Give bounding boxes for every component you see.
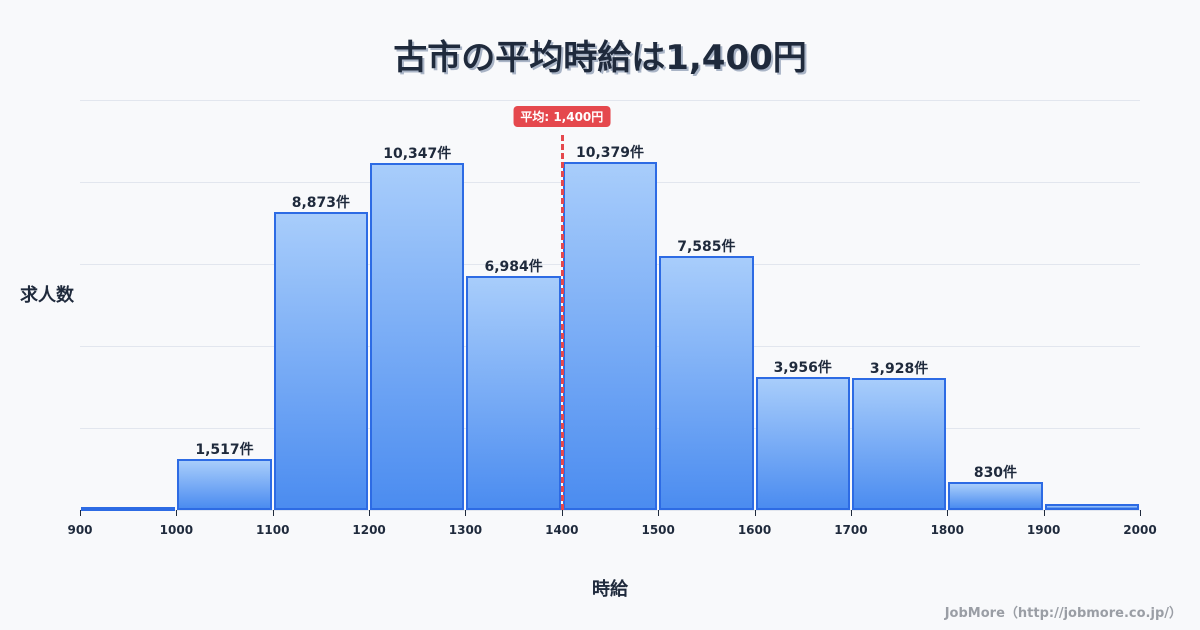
x-tick-label: 1500 [641, 523, 675, 537]
x-tick [465, 510, 467, 516]
x-tick-label: 1800 [930, 523, 964, 537]
x-tick [1043, 510, 1045, 516]
x-axis-label: 時給 [592, 579, 628, 600]
bar-value-label: 1,517件 [195, 442, 254, 459]
x-tick [369, 510, 371, 516]
gridline [80, 100, 1140, 101]
bar-value-label: 10,379件 [575, 144, 645, 161]
x-tick-label: 1200 [352, 523, 386, 537]
average-badge: 平均: 1,400円 [513, 106, 611, 127]
bar-value-label: 830件 [973, 465, 1018, 482]
x-tick [561, 510, 563, 516]
bar-value-label: 3,956件 [773, 360, 832, 377]
x-tick [754, 510, 756, 516]
histogram-bar [948, 482, 1043, 510]
average-line [560, 135, 564, 510]
x-tick-label: 1700 [834, 523, 868, 537]
histogram-bar [81, 507, 176, 511]
gridline [80, 510, 1140, 511]
x-tick-label: 1900 [1026, 523, 1061, 537]
x-tick-label: 900 [67, 523, 93, 537]
x-tick-label: 1000 [159, 523, 194, 537]
bar-value-label: 3,928件 [869, 361, 929, 378]
bar-value-label: 6,984件 [484, 258, 543, 275]
x-tick [947, 510, 949, 516]
histogram-bar [466, 275, 561, 510]
histogram-bar [659, 255, 754, 510]
histogram-bar [851, 378, 947, 510]
x-tick [176, 510, 178, 516]
bar-value-label: 8,873件 [291, 195, 351, 212]
x-tick [658, 510, 660, 516]
y-axis-label: 求人数 [20, 285, 74, 306]
histogram-bar [562, 161, 658, 510]
x-tick [272, 510, 274, 516]
x-tick-label: 2000 [1123, 523, 1157, 537]
x-tick [850, 510, 852, 516]
histogram-plot-area: 1,517件 8,873件 10,347件 6,984件 10,379件 7,585件 3,… [67, 100, 1157, 537]
histogram-bar [1044, 503, 1139, 510]
histogram-bar [370, 163, 465, 510]
histogram-bar [755, 377, 850, 510]
bar-value-label: 7,585件 [677, 238, 736, 255]
histogram-bar [177, 459, 272, 510]
chart-title: 古市の平均時給は1,400円 [393, 38, 807, 78]
histogram-bar [273, 212, 369, 510]
x-tick-label: 1100 [256, 523, 290, 537]
x-tick [1140, 510, 1141, 516]
x-tick-label: 1300 [448, 523, 483, 537]
source-credit: JobMore（http://jobmore.co.jp/） [944, 606, 1182, 621]
x-tick [80, 510, 81, 516]
bar-value-label: 10,347件 [383, 146, 452, 163]
x-tick-label: 1400 [545, 523, 579, 537]
x-tick-label: 1600 [737, 523, 772, 537]
